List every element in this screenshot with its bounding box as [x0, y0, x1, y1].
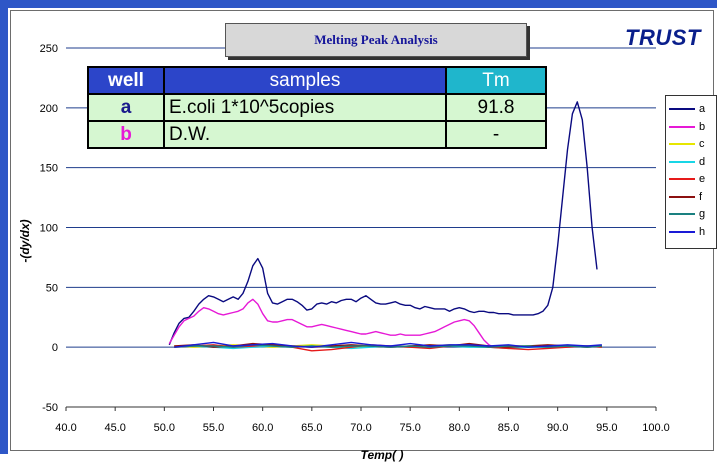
x-tick-label: 50.0 — [154, 422, 175, 434]
chart-title: Melting Peak Analysis — [225, 23, 527, 57]
x-tick-label: 95.0 — [596, 422, 617, 434]
legend-label: h — [699, 225, 706, 238]
legend-swatch — [669, 143, 695, 145]
window-left-bar — [0, 0, 8, 454]
sample-table: well samples Tm a E.coli 1*10^5copies 91… — [87, 66, 547, 149]
tm-header: Tm — [445, 66, 547, 95]
legend-label: g — [699, 208, 706, 220]
legend-item: f — [666, 190, 717, 204]
well-cell: a — [87, 93, 165, 122]
legend-label: b — [699, 120, 706, 133]
x-tick-label: 65.0 — [301, 422, 322, 434]
y-tick-label: 50 — [46, 282, 58, 294]
x-tick-label: 80.0 — [449, 422, 470, 434]
legend-swatch — [669, 230, 695, 233]
legend-item: h — [666, 225, 717, 239]
x-axis-label: Temp( ) — [360, 448, 404, 462]
chart-frame: 250 200 150 100 50 0 -50 40.0 45.0 50.0 55.0 60.0 65… — [10, 10, 717, 462]
legend-label: a — [699, 103, 706, 115]
legend-item: e — [666, 172, 717, 186]
y-tick-label: 250 — [40, 43, 58, 55]
legend-label: f — [699, 190, 703, 203]
x-tick-label: 85.0 — [498, 422, 519, 434]
legend-item: d — [666, 155, 717, 169]
series-line-b — [168, 298, 495, 348]
x-tick-label: 55.0 — [203, 422, 224, 434]
legend-label: c — [699, 138, 705, 150]
x-tick-label: 70.0 — [350, 422, 371, 434]
tm-cell: 91.8 — [445, 93, 547, 122]
sample-table-header: well samples Tm — [87, 66, 547, 95]
legend-swatch — [669, 195, 695, 198]
x-tick-label: 75.0 — [399, 422, 420, 434]
window-top-bar — [0, 0, 717, 8]
legend-label: d — [699, 155, 706, 168]
series-line-h — [174, 341, 602, 348]
samples-header: samples — [163, 66, 447, 95]
legend-swatch — [669, 178, 695, 180]
x-tick-label: 100.0 — [642, 422, 670, 434]
legend-item: a — [666, 102, 717, 116]
series-line-a — [168, 101, 598, 346]
y-tick-label: 0 — [52, 342, 58, 354]
legend-item: c — [666, 137, 717, 151]
legend-item: b — [666, 120, 717, 134]
legend-swatch — [669, 213, 695, 215]
legend-swatch — [669, 125, 695, 128]
legend-swatch — [669, 108, 695, 110]
tm-cell: - — [445, 120, 547, 149]
chart-plot: 250 200 150 100 50 0 -50 40.0 45.0 50.0 55.0 60.0 65… — [40, 43, 670, 434]
legend-label: e — [699, 173, 706, 185]
sample-cell: E.coli 1*10^5copies — [163, 93, 447, 122]
legend-item: g — [666, 207, 717, 221]
x-tick-label: 60.0 — [252, 422, 273, 434]
y-axis-label: -(dy/dx) — [18, 219, 32, 263]
y-tick-label: 200 — [40, 103, 58, 115]
legend-swatch — [669, 160, 695, 163]
well-cell: b — [87, 120, 165, 149]
table-row: b D.W. - — [87, 120, 547, 149]
x-tick-label: 45.0 — [104, 422, 125, 434]
well-header: well — [87, 66, 165, 95]
trust-logo: TRUST — [625, 25, 701, 50]
table-row: a E.coli 1*10^5copies 91.8 — [87, 93, 547, 122]
x-tick-label: 90.0 — [547, 422, 568, 434]
sample-cell: D.W. — [163, 120, 447, 149]
y-tick-label: 100 — [40, 223, 58, 235]
y-tick-label: 150 — [40, 163, 58, 175]
x-tick-label: 40.0 — [55, 422, 76, 434]
y-tick-label: -50 — [42, 402, 58, 414]
